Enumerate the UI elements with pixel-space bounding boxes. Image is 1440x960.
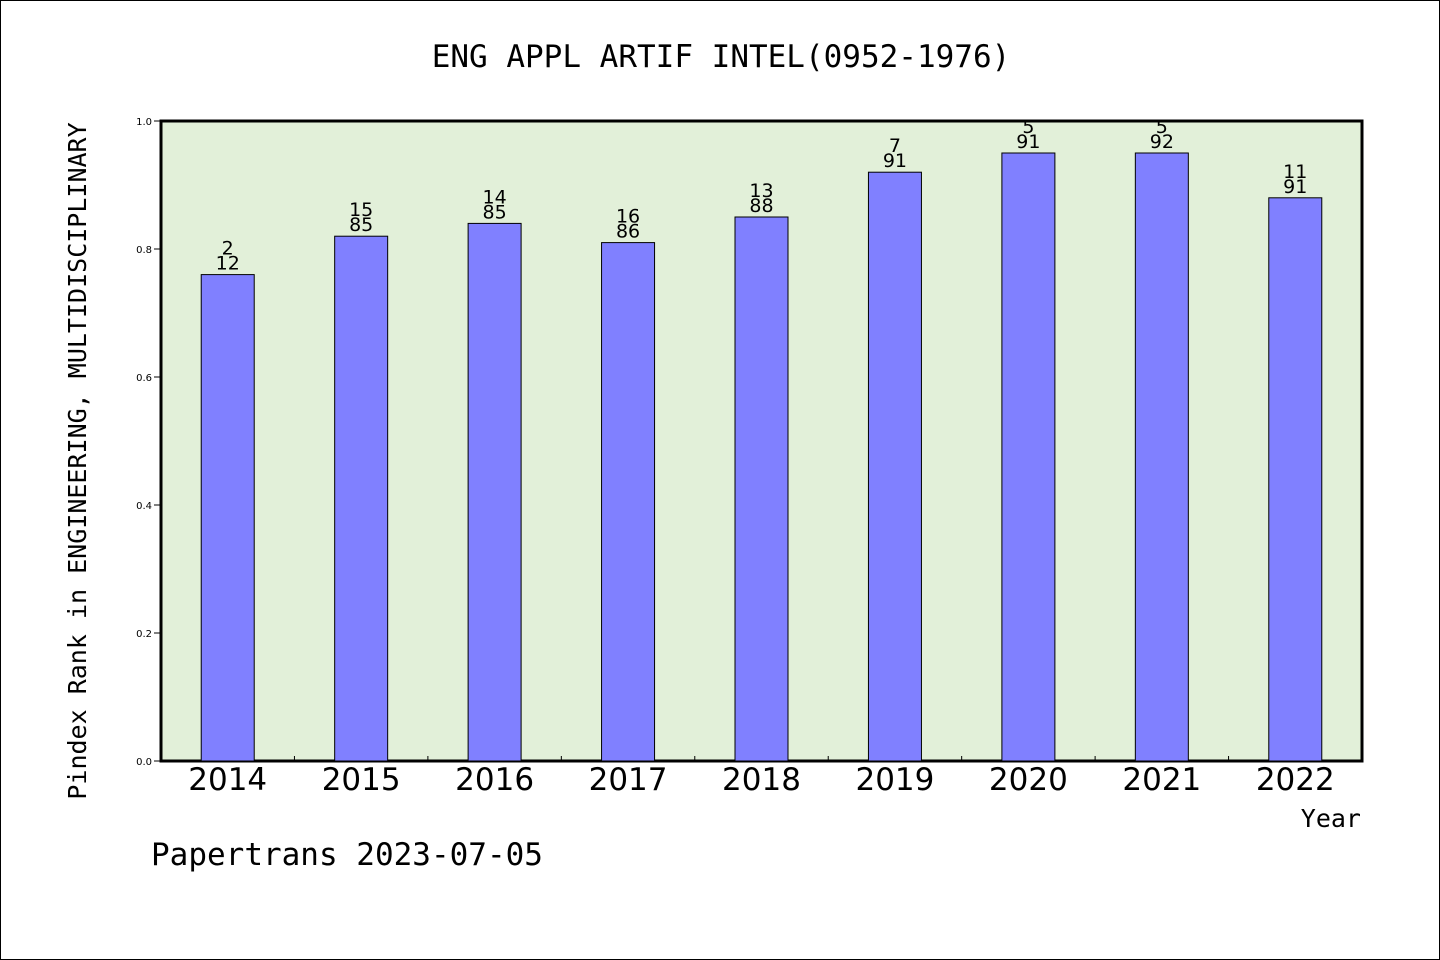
bar-rank-label: 11 <box>1283 161 1307 183</box>
bar-2017 <box>601 242 656 762</box>
y-axis-label: Pindex Rank in ENGINEERING, MULTIDISCIPL… <box>63 122 92 799</box>
bar-total-label: 91 <box>883 150 907 172</box>
x-tick-label: 2020 <box>989 762 1068 798</box>
bar-rank-label: 7 <box>889 135 901 157</box>
bar-rank-label: 5 <box>1156 116 1168 138</box>
bar-2020 <box>1001 152 1056 762</box>
x-tick-label: 2022 <box>1256 762 1335 798</box>
bar-2014 <box>200 274 255 762</box>
bar-rank-label: 15 <box>349 199 373 221</box>
bars-group <box>200 152 1323 762</box>
y-tick-label: 0.8 <box>136 245 152 256</box>
bar-2019 <box>867 171 922 762</box>
x-tick-label: 2014 <box>188 762 267 798</box>
x-axis: 2014 2015 2016 2017 2018 2019 2020 2021 2022 <box>188 756 1335 798</box>
bar-total-label: 85 <box>483 201 507 223</box>
x-tick-label: 2016 <box>455 762 534 798</box>
footer-caption: Papertrans 2023-07-05 <box>151 837 543 873</box>
bar-2022 <box>1268 197 1323 762</box>
y-axis: 0.0 0.2 0.4 0.6 0.8 1.0 <box>136 117 161 768</box>
bar-2021 <box>1134 152 1189 762</box>
x-tick-label: 2021 <box>1122 762 1201 798</box>
bar-2018 <box>734 216 789 762</box>
y-tick-label: 0.0 <box>136 757 152 768</box>
bar-total-label: 86 <box>616 221 640 243</box>
bar-total-label: 91 <box>1283 176 1307 198</box>
bar-rank-label: 2 <box>222 238 234 260</box>
bar-total-label: 88 <box>749 195 773 217</box>
y-tick-label: 0.4 <box>136 501 152 512</box>
bar-rank-label: 5 <box>1022 116 1034 138</box>
x-tick-label: 2015 <box>322 762 401 798</box>
bar-rank-label: 13 <box>749 180 773 202</box>
bar-total-label: 91 <box>1016 131 1040 153</box>
bar-total-label: 85 <box>349 214 373 236</box>
x-tick-label: 2018 <box>722 762 801 798</box>
bar-rank-label: 16 <box>616 206 640 228</box>
y-tick-label: 0.2 <box>136 629 152 640</box>
chart-title: ENG APPL ARTIF INTEL(0952-1976) <box>432 39 1011 75</box>
bar-2016 <box>467 222 522 762</box>
bar-total-label: 92 <box>1150 131 1174 153</box>
bar-total-label: 12 <box>216 253 240 275</box>
y-tick-label: 0.6 <box>136 373 152 384</box>
bar-rank-label: 14 <box>483 186 507 208</box>
x-tick-label: 2017 <box>589 762 668 798</box>
x-tick-label: 2019 <box>855 762 934 798</box>
y-tick-label: 1.0 <box>136 117 152 128</box>
bar-2015 <box>334 235 389 762</box>
x-axis-label: Year <box>1301 804 1361 833</box>
